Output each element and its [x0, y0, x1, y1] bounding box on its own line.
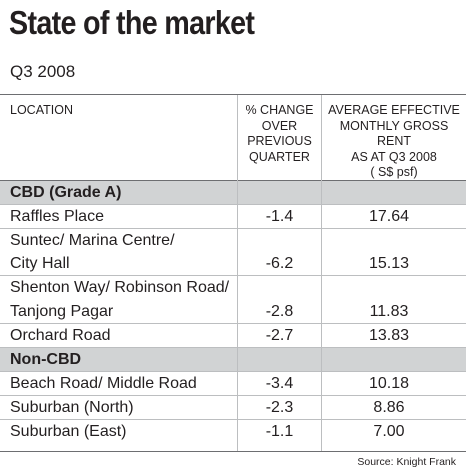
- section-row-non-cbd: Non-CBD: [0, 348, 466, 372]
- section-label: Non-CBD: [10, 351, 82, 368]
- row-change: -2.7: [265, 327, 294, 344]
- header-rent-line: MONTHLY GROSS RENT: [339, 118, 449, 149]
- row-rent: 8.86: [373, 399, 405, 416]
- row-rent: 13.83: [368, 327, 410, 344]
- table-row: Beach Road/ Middle Road -3.4 10.18: [0, 372, 466, 396]
- header-change-line: QUARTER: [249, 149, 310, 164]
- row-change: -2.8: [265, 303, 294, 320]
- source-note: Source: Knight Frank: [357, 456, 456, 468]
- header-rent-line: AS AT Q3 2008: [351, 149, 437, 164]
- row-location-cont: City Hall: [10, 255, 70, 272]
- header-location-label: LOCATION: [10, 103, 73, 117]
- market-table: LOCATION % CHANGE OVER PREVIOUS QUARTER …: [0, 94, 466, 452]
- section-label: CBD (Grade A): [10, 184, 122, 201]
- page-title: State of the market: [9, 4, 255, 41]
- row-change: -3.4: [265, 375, 294, 392]
- row-change: -2.3: [265, 399, 294, 416]
- row-location: Raffles Place: [10, 208, 104, 225]
- column-divider: [321, 95, 322, 451]
- row-rent: 10.18: [368, 375, 410, 392]
- header-rent-line: AVERAGE EFFECTIVE: [328, 103, 460, 117]
- row-location-cont: Tanjong Pagar: [10, 303, 114, 320]
- row-rent: 11.83: [369, 303, 409, 320]
- header-change: % CHANGE OVER PREVIOUS QUARTER: [238, 103, 321, 165]
- row-location: Suburban (East): [10, 423, 127, 440]
- header-change-line: PREVIOUS: [247, 134, 312, 148]
- row-change: -1.1: [265, 423, 294, 440]
- page-subtitle: Q3 2008: [10, 62, 76, 81]
- row-change: -1.4: [265, 208, 294, 225]
- table-row: Suburban (North) -2.3 8.86: [0, 396, 466, 420]
- header-rent: AVERAGE EFFECTIVE MONTHLY GROSS RENT AS …: [322, 103, 466, 181]
- table-row: Orchard Road -2.7 13.83: [0, 324, 466, 348]
- header-location: LOCATION: [10, 103, 73, 119]
- header-change-line: % CHANGE: [245, 103, 314, 117]
- table-row: Suburban (East) -1.1 7.00: [0, 420, 466, 451]
- row-location: Suntec/ Marina Centre/: [10, 232, 175, 249]
- row-location: Beach Road/ Middle Road: [10, 375, 197, 392]
- row-change: -6.2: [265, 255, 294, 272]
- table-header: LOCATION % CHANGE OVER PREVIOUS QUARTER …: [0, 95, 466, 181]
- row-location: Suburban (North): [10, 399, 134, 416]
- table-row: Suntec/ Marina Centre/ City Hall -6.2 15…: [0, 229, 466, 276]
- section-row-cbd: CBD (Grade A): [0, 181, 466, 205]
- row-location: Orchard Road: [10, 327, 111, 344]
- header-change-line: OVER: [261, 118, 298, 133]
- header-rent-line: ( S$ psf): [370, 165, 418, 179]
- table-row: Raffles Place -1.4 17.64: [0, 205, 466, 229]
- row-rent: 7.00: [373, 423, 405, 440]
- table-row: Shenton Way/ Robinson Road/ Tanjong Paga…: [0, 276, 466, 324]
- column-divider: [237, 95, 238, 451]
- row-location: Shenton Way/ Robinson Road/: [10, 279, 230, 296]
- row-rent: 17.64: [368, 208, 410, 225]
- row-rent: 15.13: [368, 255, 410, 272]
